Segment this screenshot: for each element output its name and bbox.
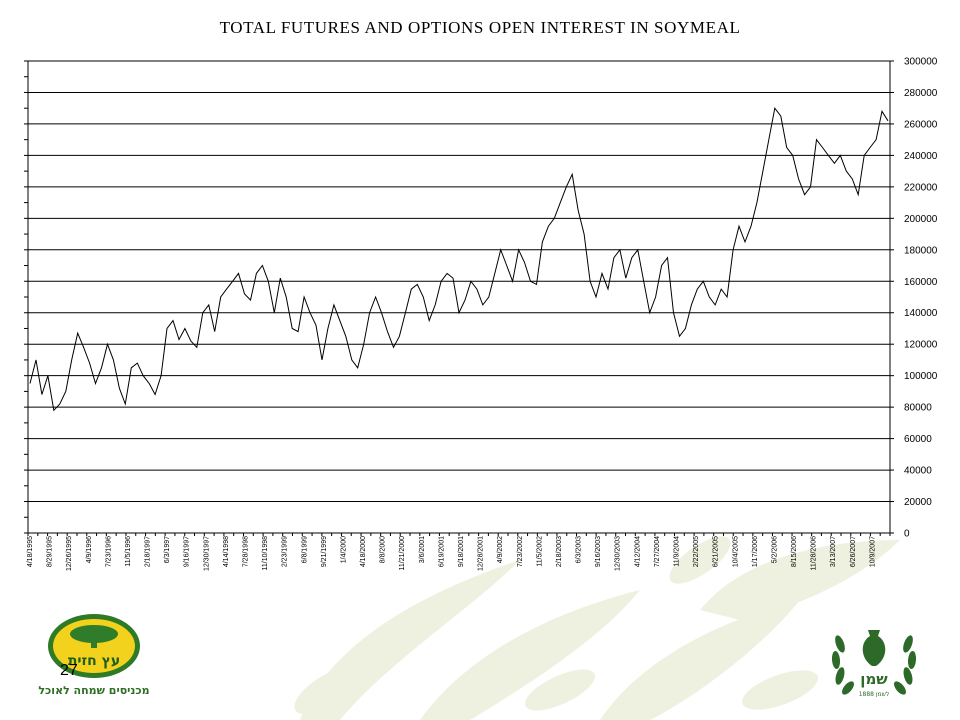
- y-tick-label: 120000: [904, 340, 938, 351]
- left-logo: עץ חזית מכניסים שמחה לאוכל: [38, 614, 150, 697]
- y-tick-label: 240000: [904, 151, 938, 162]
- x-tick-label: 4/14/1998: [223, 536, 230, 567]
- x-tick-label: 6/8/1999: [301, 536, 308, 563]
- logo-tree-icon: [70, 625, 118, 643]
- series-line: [29, 107, 889, 412]
- y-tick-label: 40000: [904, 466, 932, 477]
- left-logo-tagline: מכניסים שמחה לאוכל: [38, 684, 149, 697]
- x-tick-label: 3/13/2007: [830, 536, 837, 567]
- x-tick-label: 11/28/2006: [811, 536, 818, 571]
- gridlines: [28, 91, 890, 503]
- y-tick-label: 280000: [904, 88, 938, 99]
- x-tick-label: 10/4/2005: [732, 536, 739, 567]
- x-tick-label: 6/3/2003: [576, 536, 583, 563]
- x-tick-label: 11/9/2004: [674, 536, 681, 567]
- x-axis-ticks: [27, 533, 891, 536]
- x-tick-label: 9/18/2001: [458, 536, 465, 567]
- x-tick-label: 4/9/2002: [497, 536, 504, 563]
- x-tick-label: 6/3/1997: [164, 536, 171, 563]
- x-axis: 4/18/1995 8/29/1995 12/26/1995 4/9/1996 7/23…: [27, 536, 876, 571]
- y-tick-label: 260000: [904, 119, 938, 130]
- y-tick-label: 0: [904, 529, 910, 540]
- x-tick-label: 6/21/2005: [713, 536, 720, 567]
- x-tick-label: 9/16/2003: [595, 536, 602, 567]
- y-tick-label: 180000: [904, 245, 938, 256]
- x-tick-label: 5/2/2006: [771, 536, 778, 563]
- y-tick-label: 300000: [904, 57, 938, 68]
- x-tick-label: 1/17/2006: [752, 536, 759, 567]
- y-tick-label: 80000: [904, 403, 932, 414]
- amphora-icon: [862, 630, 886, 666]
- x-tick-label: 7/23/1996: [105, 536, 112, 567]
- y-tick-label: 20000: [904, 497, 932, 508]
- x-tick-label: 8/29/1995: [47, 536, 54, 567]
- y-tick-label: 100000: [904, 371, 938, 382]
- y-tick-label: 160000: [904, 277, 938, 288]
- x-tick-label: 7/23/2002: [517, 536, 524, 567]
- x-tick-label: 11/5/2002: [536, 536, 543, 567]
- x-tick-label: 2/22/2005: [693, 536, 700, 567]
- x-tick-label: 4/9/1996: [86, 536, 93, 563]
- x-tick-label: 6/26/2007: [850, 536, 857, 567]
- y-tick-label: 220000: [904, 182, 938, 193]
- x-tick-label: 12/28/2001: [478, 536, 485, 571]
- x-tick-label: 9/16/1997: [184, 536, 191, 567]
- right-logo-subtitle: 1888 לשמן: [859, 691, 890, 698]
- x-tick-label: 6/19/2001: [438, 536, 445, 567]
- x-tick-label: 4/12/2004: [634, 536, 641, 567]
- x-tick-label: 4/18/1995: [27, 536, 34, 567]
- x-tick-label: 4/18/2000: [360, 536, 367, 567]
- x-tick-label: 11/21/2000: [399, 536, 406, 571]
- right-logo-name: שמן: [860, 670, 888, 688]
- logo-tree-trunk-icon: [91, 639, 97, 648]
- x-tick-label: 12/26/1995: [66, 536, 73, 571]
- x-tick-label: 2/18/1997: [145, 536, 152, 567]
- y-axis: 3000002800002600002400002200002000001800…: [24, 57, 938, 540]
- left-logo-name: עץ חזית: [68, 653, 120, 669]
- x-tick-label: 1/4/2000: [340, 536, 347, 563]
- x-tick-label: 11/5/1996: [125, 536, 132, 567]
- laurel-wreath-icon: [831, 635, 917, 695]
- x-tick-label: 12/30/2003: [615, 536, 622, 571]
- page-number: 27: [60, 662, 78, 679]
- x-tick-label: 7/27/2004: [654, 536, 661, 567]
- x-tick-label: 11/10/1998: [262, 536, 269, 571]
- olive-leaf-decoration: [294, 536, 900, 720]
- x-tick-label: 9/21/1999: [321, 536, 328, 567]
- plot-area: [27, 60, 891, 534]
- right-logo: שמן 1888 לשמן: [831, 630, 917, 698]
- y-tick-label: 140000: [904, 308, 938, 319]
- x-tick-label: 12/30/1997: [203, 536, 210, 571]
- x-tick-label: 10/9/2007: [869, 536, 876, 567]
- x-tick-label: 8/15/2006: [791, 536, 798, 567]
- chart-title: TOTAL FUTURES AND OPTIONS OPEN INTEREST …: [219, 18, 741, 37]
- x-tick-label: 2/23/1999: [282, 536, 289, 567]
- x-tick-label: 7/28/1998: [243, 536, 250, 567]
- y-tick-label: 200000: [904, 214, 938, 225]
- x-tick-label: 2/18/2003: [556, 536, 563, 567]
- x-tick-label: 3/6/2001: [419, 536, 426, 563]
- x-tick-label: 8/8/2000: [380, 536, 387, 563]
- y-tick-label: 60000: [904, 434, 932, 445]
